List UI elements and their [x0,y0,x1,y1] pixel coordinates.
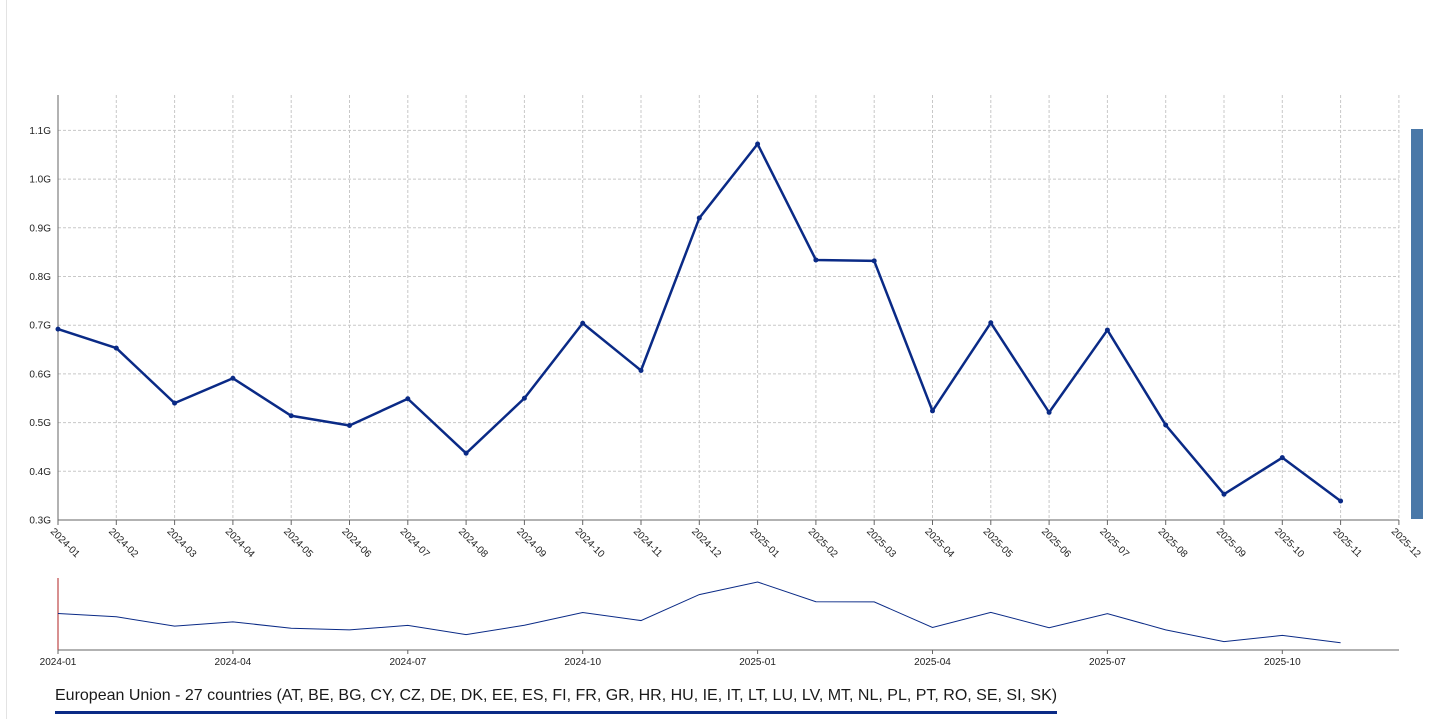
data-point [638,367,644,373]
x-axis-tick-labels: 2024-01 2024-02 2024-03 2024-04 2024-05 2024-… [48,526,1423,560]
y-tick-label: 0.3G [29,516,51,527]
x-tick-label: 2024-09 [514,526,548,560]
data-point [521,395,527,401]
x-tick-label: 2024-03 [164,526,198,560]
navigator[interactable]: 2024-01 2024-04 2024-07 2024-10 2025-01 2025-… [40,578,1399,668]
y-tick-label: 0.9G [29,223,51,234]
series-layer [55,141,1344,504]
data-point [463,450,469,456]
y-axis-tick-labels: 0.3G 0.4G 0.5G 0.6G 0.7G 0.8G 0.9G 1.0G 1.1G [29,126,51,527]
data-point [288,413,294,419]
data-point [1221,491,1227,497]
navigator-tick-label: 2024-01 [40,657,77,668]
navigator-tick-label: 2024-10 [564,657,601,668]
legend-item[interactable]: European Union - 27 countries (AT, BE, B… [55,687,1058,714]
x-tick-label: 2025-02 [806,526,840,560]
data-point [55,326,61,332]
x-tick-label: 2024-10 [573,526,607,560]
x-tick-label: 2024-06 [339,526,373,560]
x-tick-label: 2025-11 [1330,526,1364,560]
data-point [1338,498,1344,504]
axes [57,95,1400,525]
x-tick-label: 2025-07 [1097,526,1131,560]
x-tick-label: 2025-01 [747,526,781,560]
x-tick-label: 2024-01 [48,526,82,560]
data-point [813,257,819,263]
data-point [113,345,119,351]
grid-lines [57,95,1400,521]
navigator-tick-label: 2024-07 [389,657,426,668]
x-tick-label: 2024-08 [456,526,490,560]
data-point [172,400,178,406]
data-point [405,396,411,402]
navigator-tick-label: 2025-01 [739,657,776,668]
x-tick-label: 2024-05 [281,526,315,560]
y-tick-label: 0.4G [29,467,51,478]
data-point [230,375,236,381]
data-point [347,423,352,429]
navigator-series-line [57,581,1341,644]
x-tick-label: 2025-05 [981,526,1015,560]
page-left-border [6,0,7,719]
x-tick-label: 2024-04 [223,526,257,560]
navigator-tick-label: 2025-04 [914,657,951,668]
data-point [1279,455,1285,461]
x-tick-label: 2024-02 [106,526,140,560]
navigator-tick-label: 2025-07 [1089,657,1126,668]
y-tick-label: 0.8G [29,272,51,283]
data-point [930,408,935,414]
navigator-tick-label: 2025-10 [1264,657,1301,668]
data-point [1163,422,1169,428]
y-tick-label: 0.5G [29,418,51,429]
x-tick-label: 2024-07 [398,526,432,560]
data-point [871,258,877,264]
data-point [755,141,761,147]
y-tick-label: 1.1G [29,126,51,137]
x-tick-label: 2024-12 [689,526,723,560]
data-point [1046,409,1052,415]
data-point [696,215,702,221]
vertical-scrollbar-handle[interactable] [1411,129,1423,519]
x-tick-label: 2025-03 [864,526,898,560]
x-tick-label: 2025-12 [1389,526,1423,560]
x-tick-label: 2025-10 [1272,526,1306,560]
x-tick-label: 2025-09 [1214,526,1248,560]
x-tick-label: 2025-08 [1156,526,1190,560]
x-tick-label: 2025-04 [922,526,956,560]
x-tick-label: 2025-06 [1039,526,1073,560]
y-tick-label: 1.0G [29,175,51,186]
data-point [1104,327,1110,333]
navigator-tick-label: 2024-04 [215,657,252,668]
data-point [580,320,586,326]
y-tick-label: 0.6G [29,369,51,380]
x-tick-label: 2024-11 [631,526,665,560]
y-tick-label: 0.7G [29,321,51,332]
data-point [988,320,994,326]
